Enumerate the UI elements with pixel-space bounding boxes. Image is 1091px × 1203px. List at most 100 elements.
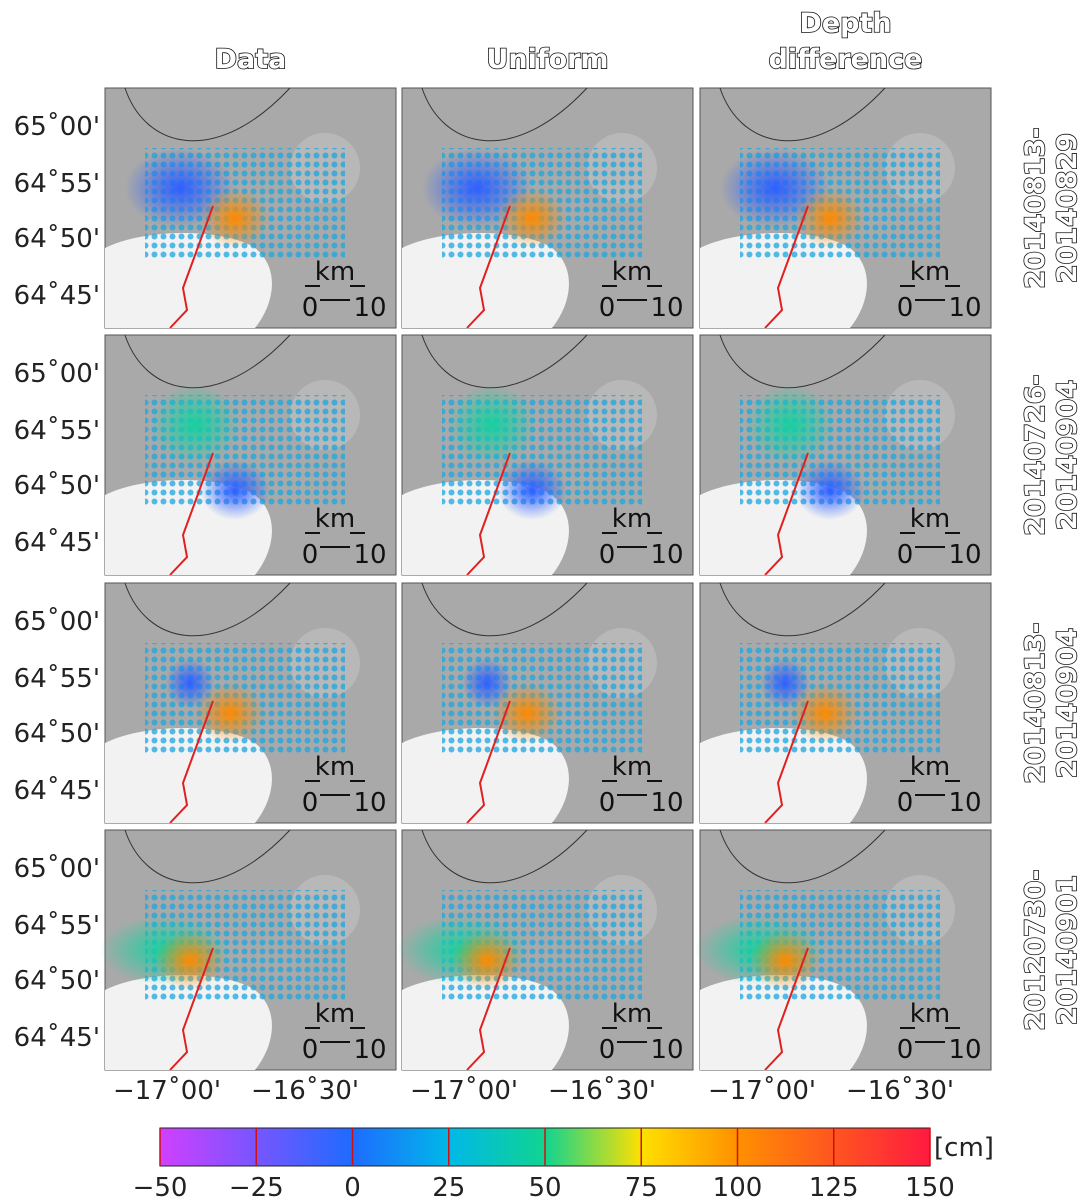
scale-bar [900, 1027, 960, 1043]
dike-trace [169, 947, 214, 1071]
map-panel: km 0 10 [699, 582, 992, 824]
deformation-blob [795, 460, 865, 520]
row-label: 20140726- 20140904 [1019, 373, 1084, 536]
map-panel: km 0 10 [104, 87, 397, 329]
scale-bar [305, 1027, 365, 1043]
deformation-blob [745, 385, 835, 465]
scale-label: 10 [650, 788, 683, 818]
row-label-line: 20120730- [1020, 869, 1051, 1031]
caldera-outline [421, 87, 588, 142]
colorbar-tick-label: −25 [229, 1173, 284, 1203]
map-panel: km 0 10 [401, 334, 694, 576]
colorbar-tick-label: 100 [713, 1173, 763, 1203]
scale-unit: km [315, 999, 355, 1029]
scale-label: 0 [897, 293, 914, 323]
caldera-outline [421, 582, 588, 637]
longitude-label: −17˚00' [113, 1076, 221, 1106]
caldera-outline [421, 829, 588, 884]
colorbar-unit: [cm] [934, 1133, 994, 1163]
scale-label: 10 [650, 540, 683, 570]
dike-trace [169, 452, 214, 576]
row-label-line: 20140904 [1052, 380, 1083, 530]
colorbar-tick-label: 125 [809, 1173, 859, 1203]
deformation-blob [200, 188, 270, 248]
scale-bar [900, 532, 960, 548]
scale-label: 0 [897, 1035, 914, 1065]
dike-trace [764, 452, 809, 576]
scale-bar [305, 532, 365, 548]
scale-bar [602, 1027, 662, 1043]
scale-unit: km [315, 752, 355, 782]
longitude-label: −16˚30' [251, 1076, 359, 1106]
latitude-label: 64˚55' [14, 169, 100, 199]
deformation-blob [492, 683, 562, 743]
scale-label: 0 [897, 540, 914, 570]
deformation-blob [150, 385, 240, 465]
latitude-label: 64˚45' [14, 528, 100, 558]
dike-trace [169, 700, 214, 824]
dike-trace [466, 947, 511, 1071]
scale-label: 10 [353, 788, 386, 818]
caldera-outline [124, 829, 291, 884]
scale-unit: km [910, 752, 950, 782]
map-panel: km 0 10 [401, 582, 694, 824]
map-panel: km 0 10 [104, 334, 397, 576]
scale-bar [602, 285, 662, 301]
colorbar-tick-label: −50 [133, 1173, 188, 1203]
scale-unit: km [315, 257, 355, 287]
latitude-label: 64˚50' [14, 224, 100, 254]
longitude-label: −17˚00' [708, 1076, 816, 1106]
row-label-line: 20140901 [1052, 875, 1083, 1025]
scale-label: 10 [353, 1035, 386, 1065]
scale-label: 0 [599, 788, 616, 818]
column-title: Data [215, 44, 287, 75]
deformation-blob [497, 188, 567, 248]
scale-unit: km [910, 999, 950, 1029]
scale-bar [900, 285, 960, 301]
scale-label: 10 [650, 1035, 683, 1065]
row-label-line: 20140813- [1020, 127, 1051, 289]
deformation-blob [452, 930, 522, 990]
dike-trace [466, 205, 511, 329]
scale-bar [900, 780, 960, 796]
dike-trace [764, 205, 809, 329]
scale-bar [602, 780, 662, 796]
scale-label: 0 [599, 293, 616, 323]
scale-unit: km [910, 504, 950, 534]
scale-unit: km [612, 752, 652, 782]
caldera-outline [719, 87, 886, 142]
column-title: Uniform [486, 44, 608, 75]
latitude-label: 64˚45' [14, 1023, 100, 1053]
row-label-line: 20140726- [1020, 374, 1051, 536]
latitude-label: 64˚55' [14, 416, 100, 446]
deformation-blob [795, 188, 865, 248]
caldera-outline [719, 582, 886, 637]
dike-trace [764, 700, 809, 824]
colorbar-tick-label: 0 [344, 1173, 361, 1203]
latitude-label: 64˚50' [14, 471, 100, 501]
map-panel: km 0 10 [699, 334, 992, 576]
caldera-outline [124, 87, 291, 142]
scale-bar [305, 780, 365, 796]
deformation-blob [155, 930, 225, 990]
colorbar-tick-label: 25 [432, 1173, 465, 1203]
scale-label: 0 [897, 788, 914, 818]
column-title: difference [769, 44, 923, 75]
scale-label: 10 [353, 293, 386, 323]
deformation-blob [200, 460, 270, 520]
scale-bar [602, 532, 662, 548]
latitude-label: 64˚50' [14, 719, 100, 749]
row-label-line: 20140829 [1052, 133, 1083, 283]
row-label: 20140813- 20140829 [1019, 126, 1084, 289]
scale-label: 0 [302, 1035, 319, 1065]
latitude-label: 65˚00' [14, 112, 100, 142]
deformation-blob [195, 683, 265, 743]
scale-label: 0 [302, 788, 319, 818]
map-panel: km 0 10 [401, 87, 694, 329]
dike-trace [466, 700, 511, 824]
deformation-blob [750, 930, 820, 990]
row-label-line: 20140904 [1052, 628, 1083, 778]
row-label: 20140813- 20140904 [1019, 621, 1084, 784]
latitude-label: 65˚00' [14, 359, 100, 389]
